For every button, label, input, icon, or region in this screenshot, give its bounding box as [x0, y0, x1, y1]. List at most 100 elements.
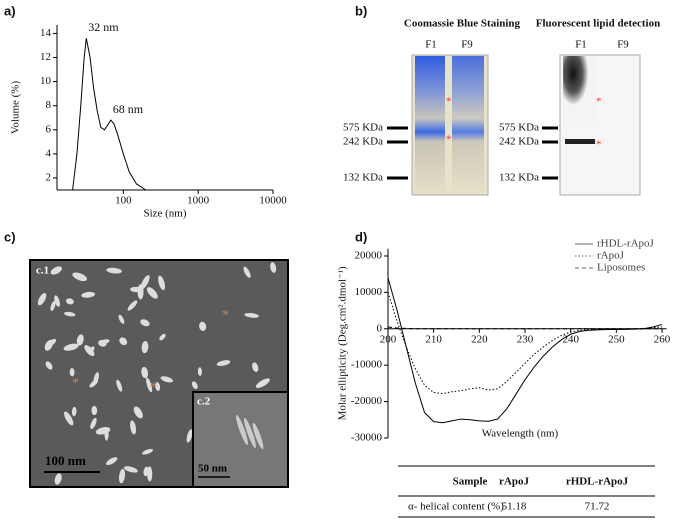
particle	[106, 457, 118, 466]
marker-label: 242 KDa	[343, 136, 383, 148]
x-axis-label: Size (nm)	[143, 208, 186, 220]
panel-label: d)	[355, 229, 367, 244]
particle	[88, 346, 95, 354]
lane-label: F9	[617, 39, 629, 51]
particle	[93, 372, 99, 385]
particle	[81, 291, 96, 298]
particle	[186, 429, 193, 443]
particle	[90, 417, 97, 430]
y-tick-label: 6	[46, 123, 52, 135]
marker-label: 132 KDa	[499, 172, 539, 184]
y-tick-label: 8	[46, 99, 52, 111]
y-tick-label: -30000	[351, 432, 383, 444]
particle	[127, 300, 138, 311]
scale-label: 100 nm	[45, 453, 86, 468]
marker-label: 242 KDa	[499, 136, 539, 148]
table-rules	[398, 465, 655, 518]
particle	[244, 313, 259, 318]
star: *	[222, 308, 229, 323]
star: *	[596, 139, 602, 151]
y-tick-label: -20000	[351, 395, 383, 407]
y-tick-label: -10000	[351, 359, 383, 371]
gel-lane	[452, 56, 484, 194]
particle	[71, 406, 77, 417]
marker-label: 575 KDa	[499, 122, 539, 134]
gel-lane	[563, 56, 597, 126]
gel-band	[565, 139, 595, 144]
particle	[91, 405, 98, 416]
marker-label: 575 KDa	[343, 122, 383, 134]
y-tick-label: 2	[46, 171, 52, 183]
particle	[158, 275, 166, 291]
particle	[50, 266, 62, 275]
x-tick-label: 250	[608, 333, 625, 345]
particle	[159, 333, 166, 341]
table-header: rApoJ	[499, 476, 529, 488]
particle	[141, 340, 149, 354]
tem-label: c.2	[197, 396, 211, 408]
y-tick-label: 12	[40, 51, 51, 63]
inset-particles	[236, 414, 264, 450]
particle	[45, 361, 53, 370]
particle	[99, 339, 110, 345]
legend-label: rHDL-rApoJ	[597, 238, 655, 250]
particle	[191, 381, 198, 390]
particle	[72, 272, 88, 282]
particle	[197, 367, 202, 377]
tem-inset	[192, 391, 289, 488]
particle	[155, 382, 161, 391]
x-tick-label: 210	[425, 333, 442, 345]
y-tick-label: 4	[46, 147, 52, 159]
table-header: rHDL-rApoJ	[566, 476, 629, 488]
star: *	[150, 380, 157, 395]
y-axis-label: Volume (%)	[10, 81, 22, 135]
table-cell: 71.72	[585, 501, 610, 513]
particle	[50, 301, 56, 312]
particle	[118, 468, 126, 484]
gel-title: Coomassie Blue Staining	[404, 18, 521, 30]
line	[387, 277, 663, 424]
particle	[160, 376, 174, 383]
particle	[130, 420, 137, 435]
table-cell: α- helical content (%)	[408, 501, 504, 513]
star: *	[446, 96, 452, 108]
gel-lane	[415, 56, 445, 194]
particle	[44, 339, 53, 351]
annotation: 68 nm	[113, 102, 144, 116]
y-tick-label: 20000	[355, 250, 383, 262]
y-tick-label: 14	[40, 27, 52, 39]
particle	[64, 411, 74, 426]
y-tick-label: 10	[40, 75, 52, 87]
particle	[76, 334, 84, 346]
y-tick-label: 10000	[355, 286, 383, 298]
x-tick-label: 1000	[187, 195, 210, 207]
legend-label: Liposomes	[597, 262, 645, 274]
x-tick-label: 200	[380, 333, 397, 345]
panel-label: b)	[355, 3, 367, 18]
particle	[140, 319, 150, 327]
line	[72, 38, 147, 191]
particle	[65, 298, 74, 305]
particle	[255, 378, 270, 388]
x-axis-label: Wavelength (nm)	[482, 428, 559, 440]
table-header: Sample	[453, 476, 488, 488]
lane-label: F1	[575, 39, 587, 51]
particle	[147, 466, 153, 482]
particle	[123, 466, 138, 473]
y-tick-label: 0	[377, 322, 383, 334]
y-axis-label: Molar ellipticity (Deg.cm².dmol⁻¹)	[337, 266, 349, 420]
particle	[54, 295, 60, 307]
particle	[118, 314, 125, 324]
particle	[141, 366, 149, 379]
particle	[116, 379, 123, 392]
lane-label: F9	[461, 39, 473, 51]
panel-label: c)	[4, 229, 16, 244]
particle	[63, 311, 76, 317]
marker-bars	[387, 126, 558, 180]
particle	[146, 377, 153, 393]
particle	[37, 293, 47, 306]
line	[387, 326, 663, 330]
scale-label: 50 nm	[198, 463, 227, 475]
particle	[119, 337, 128, 346]
